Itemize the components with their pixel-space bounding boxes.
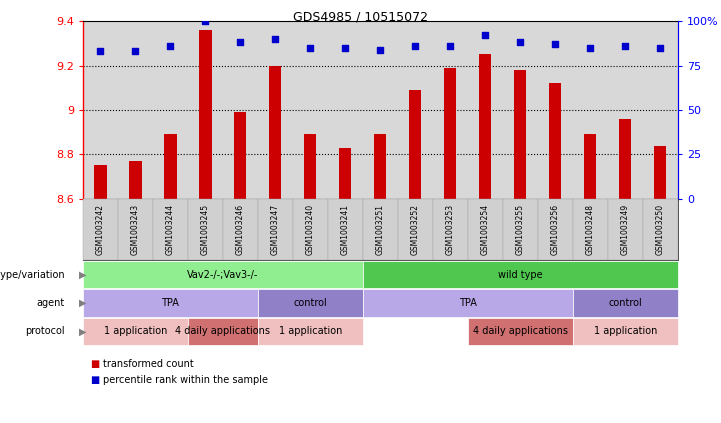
Text: GSM1003255: GSM1003255 [516, 204, 525, 255]
Point [410, 43, 421, 49]
Text: ■: ■ [90, 375, 99, 385]
Text: 1 application: 1 application [104, 327, 167, 336]
Text: ▶: ▶ [79, 298, 87, 308]
Point [479, 32, 491, 39]
Text: GSM1003247: GSM1003247 [271, 204, 280, 255]
Text: Vav2-/-;Vav3-/-: Vav2-/-;Vav3-/- [187, 270, 259, 280]
Text: 4 daily applications: 4 daily applications [473, 327, 567, 336]
Point [270, 36, 281, 42]
Point [130, 48, 141, 55]
Text: GSM1003256: GSM1003256 [551, 204, 559, 255]
Text: GSM1003244: GSM1003244 [166, 204, 175, 255]
Text: GSM1003252: GSM1003252 [411, 204, 420, 255]
Bar [584, 135, 596, 199]
Text: ▶: ▶ [79, 270, 87, 280]
Bar [444, 68, 456, 199]
Text: TPA: TPA [459, 298, 477, 308]
Bar [269, 66, 281, 199]
Text: control: control [293, 298, 327, 308]
Point [94, 48, 106, 55]
Text: 1 application: 1 application [278, 327, 342, 336]
Text: GSM1003249: GSM1003249 [621, 204, 629, 255]
Text: transformed count: transformed count [103, 359, 194, 369]
Text: GSM1003251: GSM1003251 [376, 204, 385, 255]
Text: 4 daily applications: 4 daily applications [175, 327, 270, 336]
Text: GDS4985 / 10515072: GDS4985 / 10515072 [293, 11, 428, 24]
Bar [479, 55, 492, 199]
Text: ▶: ▶ [79, 327, 87, 336]
Text: GSM1003254: GSM1003254 [481, 204, 490, 255]
Point [549, 41, 561, 48]
Text: GSM1003245: GSM1003245 [201, 204, 210, 255]
Text: protocol: protocol [25, 327, 65, 336]
Bar [514, 70, 526, 199]
Point [619, 43, 631, 49]
Point [340, 44, 351, 51]
Point [234, 39, 246, 46]
Text: GSM1003241: GSM1003241 [341, 204, 350, 255]
Text: wild type: wild type [498, 270, 543, 280]
Text: control: control [609, 298, 642, 308]
Bar [549, 83, 562, 199]
Bar [374, 135, 386, 199]
Bar [304, 135, 317, 199]
Bar [129, 161, 141, 199]
Text: genotype/variation: genotype/variation [0, 270, 65, 280]
Bar [164, 135, 177, 199]
Text: GSM1003240: GSM1003240 [306, 204, 315, 255]
Text: TPA: TPA [162, 298, 180, 308]
Point [304, 44, 316, 51]
Point [585, 44, 596, 51]
Point [445, 43, 456, 49]
Bar [339, 148, 351, 199]
Text: GSM1003243: GSM1003243 [131, 204, 140, 255]
Bar [619, 119, 632, 199]
Bar [94, 165, 107, 199]
Point [375, 46, 386, 53]
Text: agent: agent [37, 298, 65, 308]
Text: GSM1003250: GSM1003250 [655, 204, 665, 255]
Point [200, 18, 211, 25]
Point [164, 43, 176, 49]
Text: 1 application: 1 application [593, 327, 657, 336]
Bar [234, 112, 247, 199]
Text: GSM1003248: GSM1003248 [585, 204, 595, 255]
Point [655, 44, 666, 51]
Bar [410, 90, 422, 199]
Text: GSM1003253: GSM1003253 [446, 204, 455, 255]
Text: GSM1003242: GSM1003242 [96, 204, 105, 255]
Text: ■: ■ [90, 359, 99, 369]
Text: GSM1003246: GSM1003246 [236, 204, 245, 255]
Text: percentile rank within the sample: percentile rank within the sample [103, 375, 268, 385]
Bar [654, 146, 666, 199]
Point [515, 39, 526, 46]
Bar [199, 30, 211, 199]
